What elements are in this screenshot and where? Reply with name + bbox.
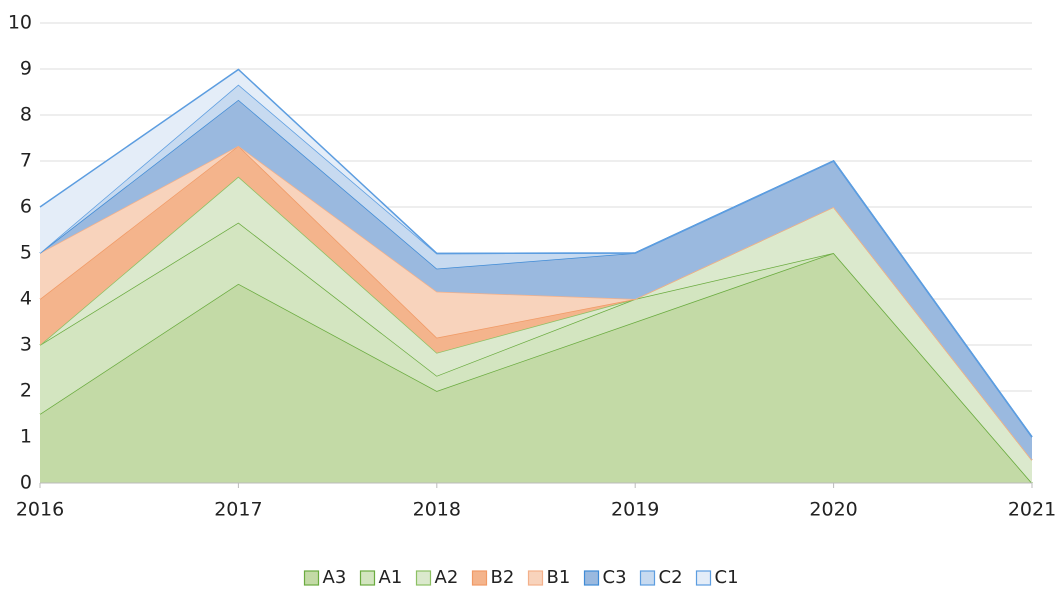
area [40,222,1032,483]
x-tick-label: 2020 [809,499,857,521]
area [40,176,1032,483]
legend-swatch [639,570,656,586]
x-tick-label: 2016 [16,499,64,521]
legend-label: C2 [659,567,683,588]
legend-swatch [415,570,432,586]
legend: A3 A1 A2 B2 B1 C3 C2 C1 [303,567,739,588]
legend-label: A1 [379,567,403,588]
y-tick-label: 1 [20,426,32,448]
legend-swatch [303,570,320,586]
legend-swatch [471,570,488,586]
legend-label: C1 [715,567,739,588]
area-line [39,68,1033,438]
x-tick-label: 2021 [1008,499,1056,521]
legend-label: B1 [547,567,571,588]
y-tick-label: 7 [20,150,32,172]
y-tick-label: 2 [20,380,32,402]
legend-label: B2 [491,567,515,588]
y-tick-label: 4 [20,288,32,310]
area [40,84,1032,437]
y-tick-label: 3 [20,334,32,356]
legend-swatch [527,570,544,586]
y-tick-label: 5 [20,242,32,264]
y-tick-label: 8 [20,104,32,126]
legend-label: C3 [603,567,627,588]
y-tick-label: 0 [20,472,32,494]
legend-label: A3 [323,567,347,588]
x-tick-label: 2017 [214,499,262,521]
y-tick-label: 9 [20,58,32,80]
x-tick-label: 2019 [611,499,659,521]
legend-swatch [359,570,376,586]
y-tick-label: 6 [20,196,32,218]
x-tick-label: 2018 [413,499,461,521]
legend-swatch [583,570,600,586]
area [40,145,1032,460]
area [40,99,1032,460]
y-tick-label: 10 [8,12,32,34]
legend-label: A2 [435,567,459,588]
legend-swatch [695,570,712,586]
area [40,253,1032,483]
